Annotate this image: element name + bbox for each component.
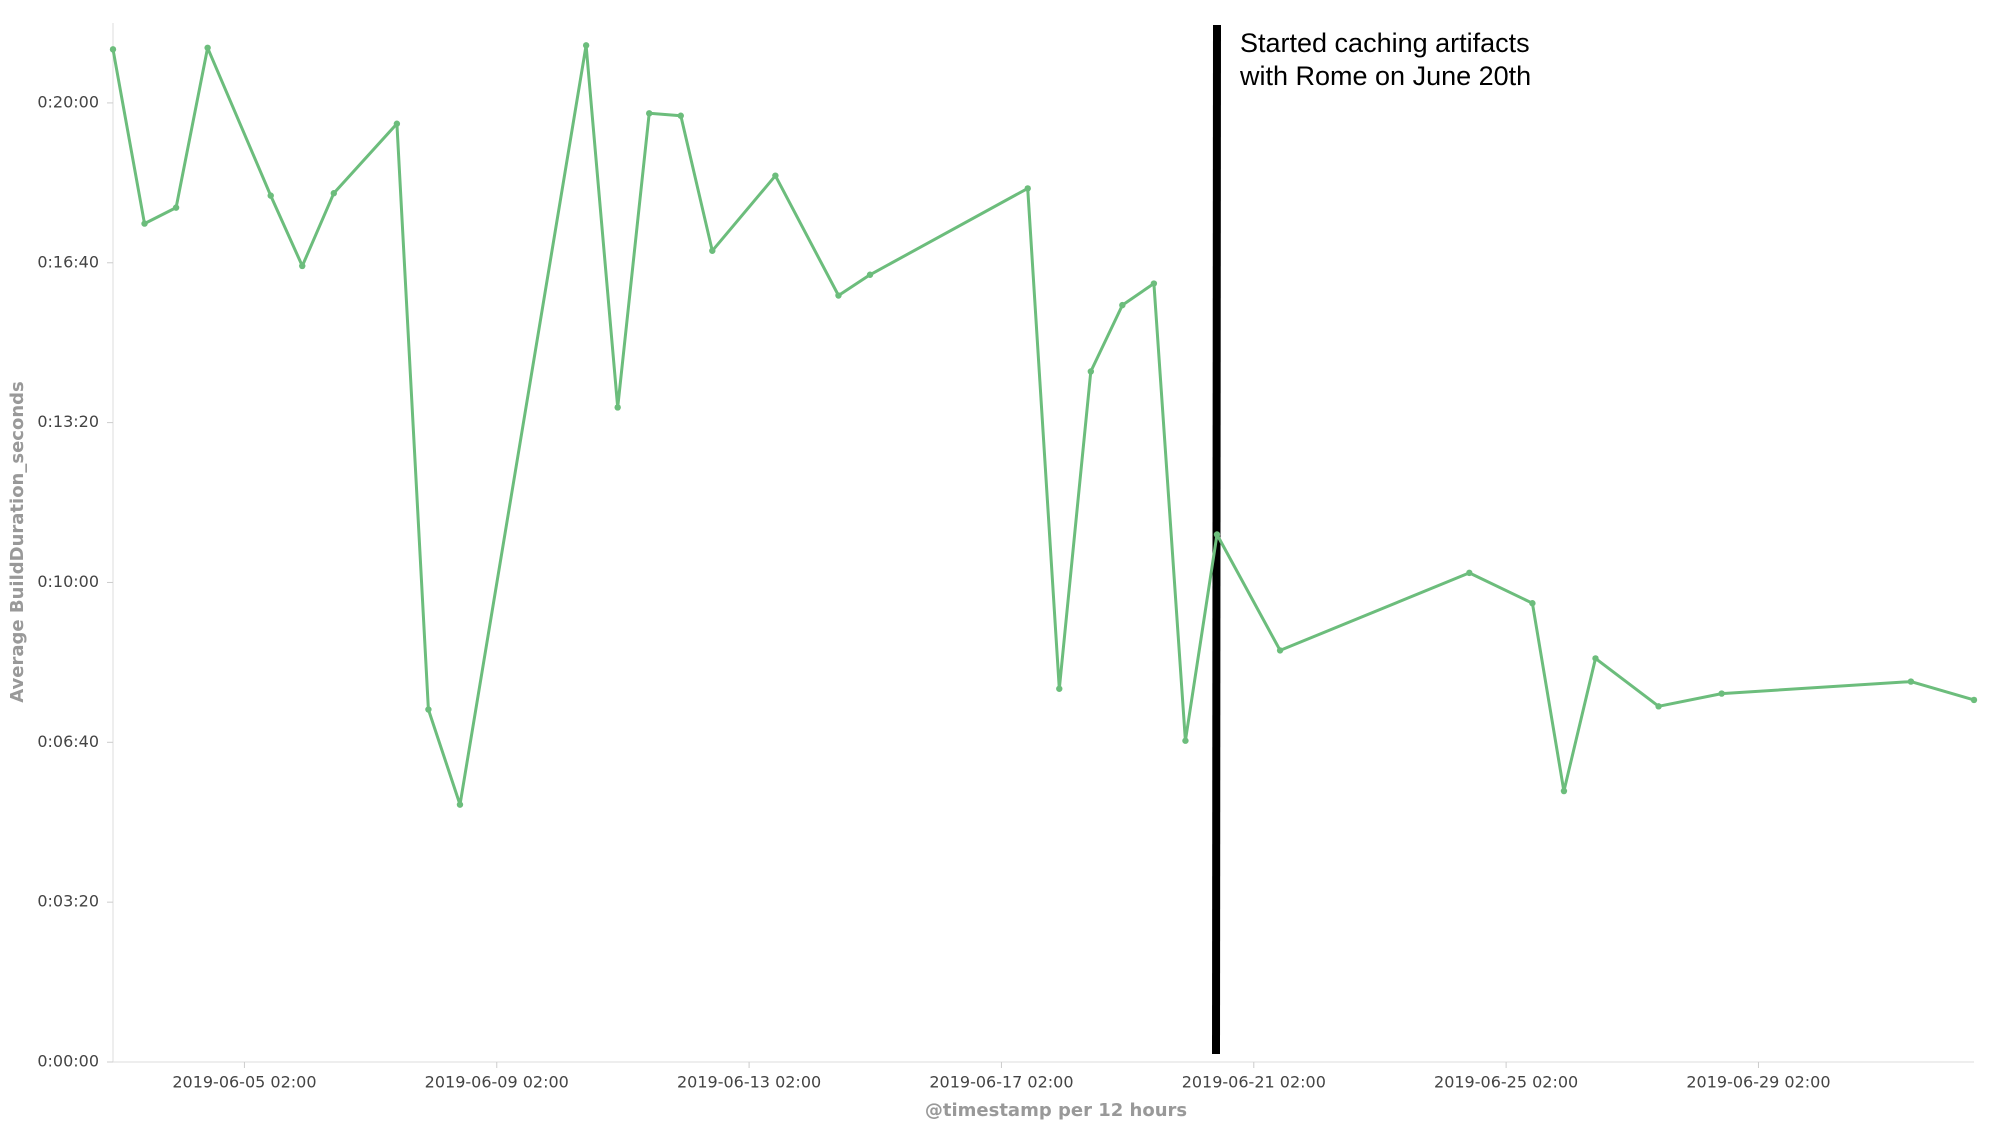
x-axis-title: @timestamp per 12 hours [925,1100,1187,1121]
x-tick-label: 2019-06-09 02:00 [425,1073,569,1092]
annotation: with Rome on June 20th [1239,61,1531,91]
point [299,262,306,270]
point [1024,185,1031,192]
point [172,204,180,211]
point [1182,737,1189,744]
point [393,120,401,127]
point [1592,655,1599,662]
point [772,172,779,179]
point [582,42,590,49]
point [709,247,716,254]
point [109,46,117,53]
point [267,192,274,199]
point [646,110,653,117]
point [1466,569,1473,577]
point [1970,696,1978,704]
point [1560,787,1568,795]
point [1213,531,1221,538]
point [456,801,464,808]
y-tick-label: 0:20:00 [37,92,99,111]
point [866,271,874,278]
point [1529,600,1536,607]
point [1056,685,1063,692]
x-tick-label: 2019-06-17 02:00 [929,1073,1073,1092]
y-tick-label: 0:16:40 [37,252,99,271]
y-tick-label: 0:13:20 [37,412,99,431]
line [111,43,1975,807]
point [1276,647,1284,654]
y-tick-label: 0:03:20 [37,892,99,911]
x-tick-label: 2019-06-25 02:00 [1434,1073,1578,1092]
point [1087,368,1095,375]
point [1718,690,1725,697]
y-tick-label: 0:10:00 [37,572,99,591]
point [1150,280,1158,287]
y-axis-title: Average BuildDuration_seconds [7,381,28,702]
x-tick-label: 2019-06-21 02:00 [1182,1073,1326,1092]
point [614,404,621,411]
point [1655,703,1662,710]
point [141,220,148,227]
point [1907,678,1915,685]
point [1119,301,1126,309]
x-tick-label: 2019-06-13 02:00 [677,1073,821,1092]
point [204,44,211,51]
x-tick-label: 2019-06-29 02:00 [1686,1073,1830,1092]
y-tick-label: 0:06:40 [37,732,99,751]
point [330,190,337,197]
point [835,292,842,299]
y-tick-label: 0:00:00 [37,1052,99,1071]
point [677,112,684,119]
point [425,706,432,713]
x-tick-label: 2019-06-05 02:00 [172,1073,316,1092]
annotation: Started caching artifacts [1240,28,1530,58]
